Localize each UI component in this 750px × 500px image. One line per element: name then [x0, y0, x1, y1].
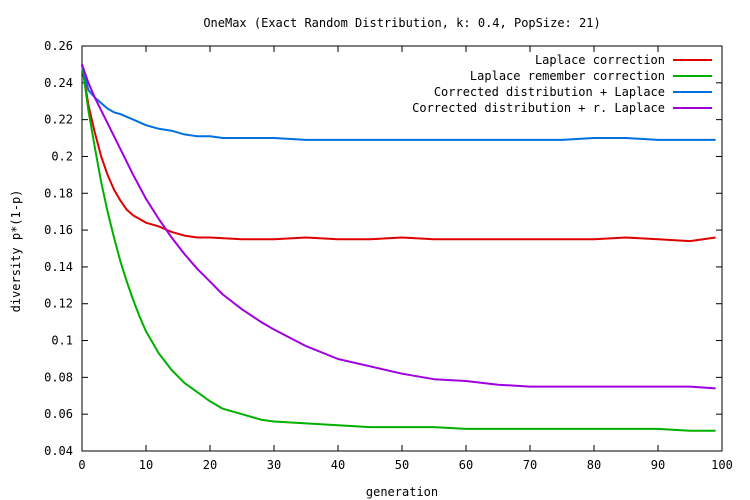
series-line-2 [81, 64, 716, 432]
x-axis-label: generation [366, 485, 438, 499]
y-axis-label: diversity p*(1-p) [9, 190, 23, 313]
legend-label: Laplace correction [535, 53, 665, 67]
y-tick-label: 0.26 [44, 39, 73, 53]
x-tick-label: 90 [651, 458, 665, 472]
y-tick-label: 0.1 [51, 334, 73, 348]
y-tick-label: 0.22 [44, 113, 73, 127]
x-tick-label: 10 [139, 458, 153, 472]
y-tick-label: 0.08 [44, 370, 73, 384]
x-tick-label: 40 [331, 458, 345, 472]
y-axis: 0.04 0.06 0.08 0.1 0.12 0.14 0.16 0.18 0.2 0.22 0.… [44, 39, 722, 458]
legend-label: Corrected distribution + r. Laplace [412, 101, 665, 115]
y-tick-label: 0.16 [44, 223, 73, 237]
chart-title: OneMax (Exact Random Distribution, k: 0.… [203, 16, 600, 30]
x-axis: 0 10 20 30 40 50 60 70 80 90 100 [78, 46, 733, 472]
x-tick-label: 80 [587, 458, 601, 472]
y-tick-label: 0.2 [51, 149, 73, 163]
series-lines [81, 64, 716, 432]
x-tick-label: 20 [203, 458, 217, 472]
y-tick-label: 0.14 [44, 260, 73, 274]
legend-label: Corrected distribution + Laplace [434, 85, 665, 99]
series-line-4 [81, 64, 716, 390]
legend-label: Laplace remember correction [470, 69, 665, 83]
y-tick-label: 0.06 [44, 407, 73, 421]
y-tick-label: 0.04 [44, 444, 73, 458]
x-tick-label: 70 [523, 458, 537, 472]
x-tick-label: 60 [459, 458, 473, 472]
y-tick-label: 0.18 [44, 186, 73, 200]
legend: Laplace correction Laplace remember corre… [412, 53, 712, 115]
series-line-1 [81, 64, 716, 243]
y-tick-label: 0.24 [44, 76, 73, 90]
y-tick-label: 0.12 [44, 297, 73, 311]
series-line-3 [81, 64, 716, 141]
x-tick-label: 50 [395, 458, 409, 472]
x-tick-label: 100 [711, 458, 733, 472]
x-tick-label: 30 [267, 458, 281, 472]
x-tick-label: 0 [78, 458, 85, 472]
